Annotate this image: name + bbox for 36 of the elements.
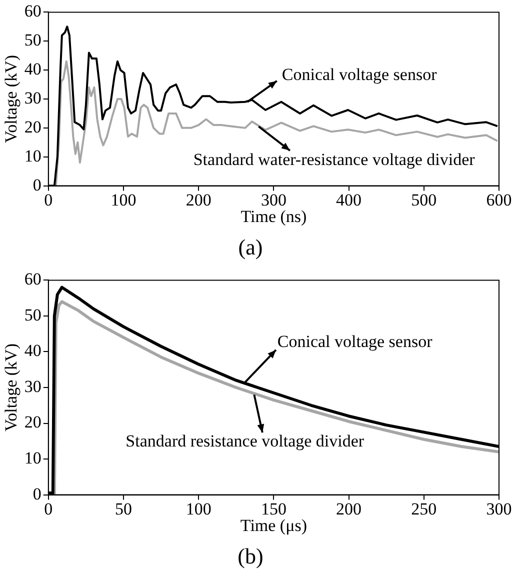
y-tick-label: 40 <box>24 60 42 79</box>
y-tick-label: 50 <box>24 305 42 324</box>
x-tick-label: 100 <box>110 190 136 210</box>
y-tick-label: 50 <box>24 30 42 50</box>
text: (a) <box>238 234 263 260</box>
y-tick-label: 40 <box>24 341 42 360</box>
y-tick-label: 10 <box>24 448 42 468</box>
x-tick-label: 250 <box>411 499 437 518</box>
y-tick-label: 60 <box>24 270 42 289</box>
annotation: Standard water-resistance voltage divider <box>193 150 476 170</box>
y-axis-title: Voltage (kV) <box>2 55 21 143</box>
x-tick-label: 200 <box>186 190 212 210</box>
x-axis-title: Time (ns) <box>240 206 307 226</box>
x-axis-title: Time (μs) <box>240 516 307 535</box>
x-tick-label: 50 <box>115 499 132 518</box>
x-tick-label: 600 <box>486 190 512 210</box>
annotation: Standard resistance voltage divider <box>126 431 364 450</box>
y-tick-label: 30 <box>24 376 42 396</box>
annotation: Conical voltage sensor <box>277 332 433 351</box>
y-tick-label: 0 <box>32 484 42 504</box>
y-tick-label: 60 <box>24 2 42 21</box>
x-tick-label: 400 <box>336 190 362 210</box>
y-tick-label: 30 <box>24 88 42 108</box>
y-tick-label: 10 <box>24 146 42 166</box>
y-axis-title: Voltage (kV) <box>2 344 21 432</box>
x-tick-label: 200 <box>336 499 362 518</box>
y-tick-label: 0 <box>32 175 42 194</box>
text: (b) <box>238 544 264 569</box>
x-tick-label: 300 <box>260 190 286 210</box>
x-tick-label: 100 <box>186 499 212 518</box>
x-tick-label: 300 <box>486 499 512 518</box>
y-tick-label: 20 <box>24 412 42 432</box>
x-tick-label: 150 <box>260 499 286 518</box>
annotation: Conical voltage sensor <box>282 65 438 84</box>
y-tick-label: 20 <box>24 117 42 136</box>
x-tick-label: 500 <box>411 190 437 210</box>
